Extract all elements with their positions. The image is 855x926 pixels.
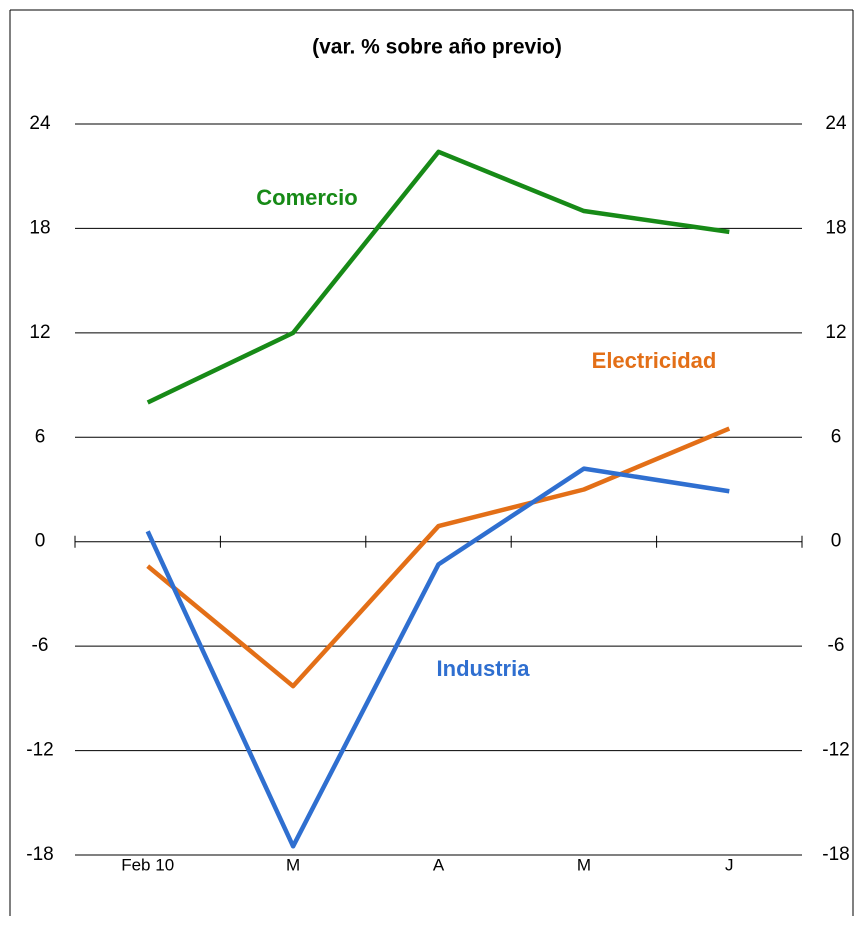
y2-tick-label: 24	[825, 113, 847, 134]
series-line	[146, 426, 731, 689]
series-label: Industria	[437, 656, 531, 681]
series-line	[145, 466, 730, 849]
y2-tick-label: 12	[825, 322, 846, 343]
y-tick-label: -12	[26, 740, 53, 761]
x-tick-label: M	[286, 855, 300, 874]
x-tick-label: J	[725, 855, 734, 874]
x-tick-label: M	[577, 855, 591, 874]
y-tick-label: 24	[29, 113, 51, 134]
series-line	[146, 149, 730, 405]
y-tick-label: 6	[35, 426, 46, 447]
y2-tick-label: 0	[831, 531, 842, 552]
y-tick-label: 12	[29, 322, 50, 343]
y-tick-label: 0	[35, 531, 46, 552]
x-tick-label: A	[433, 855, 445, 874]
y2-tick-label: -6	[828, 635, 845, 656]
y-tick-label: -6	[32, 635, 49, 656]
y2-tick-label: 18	[825, 217, 846, 238]
chart-title: (var. % sobre año previo)	[312, 36, 562, 59]
y2-tick-label: 6	[831, 426, 842, 447]
y2-tick-label: -12	[822, 740, 849, 761]
x-tick-label: Feb 10	[121, 855, 174, 874]
y2-tick-label: -18	[822, 844, 849, 865]
series-label: Comercio	[256, 185, 357, 210]
y-tick-label: 18	[29, 217, 50, 238]
y-tick-label: -18	[26, 844, 53, 865]
series-label: Electricidad	[592, 348, 717, 373]
